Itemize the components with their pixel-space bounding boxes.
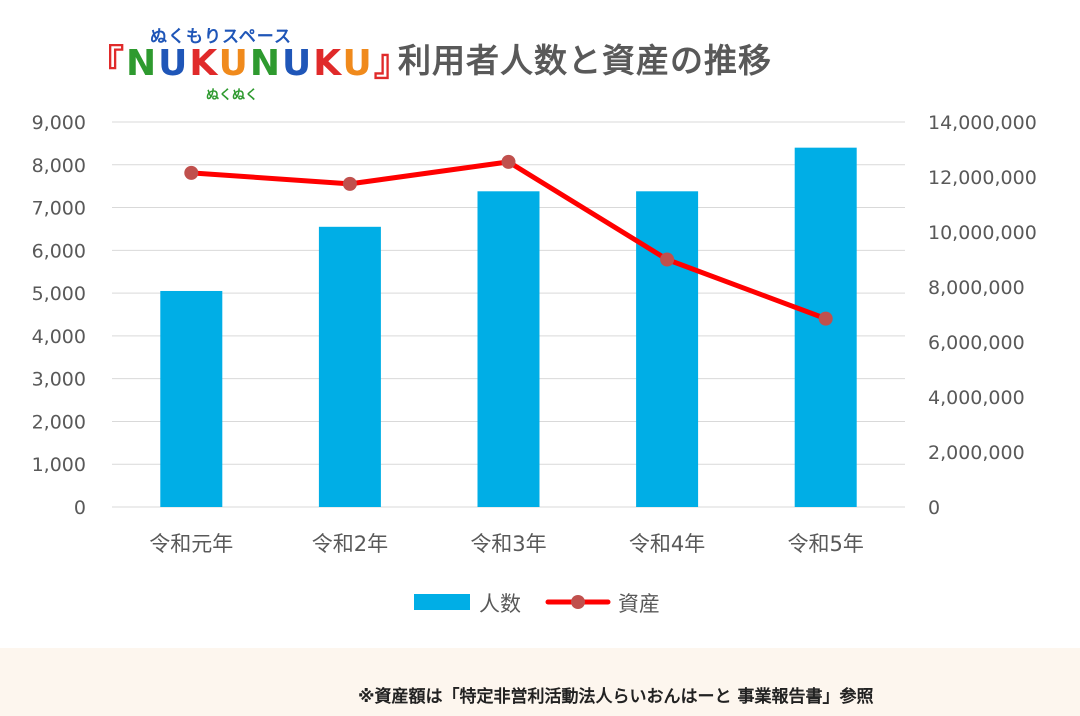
y-left-tick-label: 1,000: [32, 454, 86, 476]
logo-bracket-close: 』: [373, 43, 412, 84]
bar: [318, 226, 381, 508]
y-left-tick-label: 5,000: [32, 283, 86, 305]
y-left-tick-label: 4,000: [32, 326, 86, 348]
legend-marker: [571, 595, 585, 609]
logo: ぬくもりスペース 『NUKUNUKU』 ぬくぬく: [88, 22, 410, 104]
logo-top-text: ぬくもりスペース: [150, 27, 292, 47]
y-right-tick-label: 14,000,000: [928, 112, 1037, 134]
logo-letter: N: [126, 43, 159, 84]
y-right-tick-label: 8,000,000: [928, 277, 1025, 299]
data-point: [818, 311, 833, 326]
y-left-tick-label: 7,000: [32, 198, 86, 220]
y-left-tick-label: 3,000: [32, 369, 86, 391]
logo-letter: K: [189, 43, 219, 84]
y-right-tick-label: 2,000,000: [928, 442, 1025, 464]
logo-letter: N: [249, 43, 283, 84]
x-tick-label: 令和4年: [629, 532, 705, 556]
bar: [477, 191, 540, 508]
y-left-tick-label: 6,000: [32, 240, 86, 262]
data-point: [660, 252, 675, 267]
x-tick-label: 令和元年: [149, 532, 233, 556]
x-tick-label: 令和3年: [470, 532, 546, 556]
y-left-tick-label: 8,000: [32, 155, 86, 177]
footnote: ※資産額は「特定非営利活動法人らいおんはーと 事業報告書」参照: [358, 687, 874, 707]
y-right-tick-label: 4,000,000: [928, 387, 1025, 409]
data-point: [184, 165, 199, 180]
y-right-tick-label: 6,000,000: [928, 332, 1025, 354]
chart-title: 利用者人数と資産の推移: [398, 41, 772, 80]
bar: [160, 290, 223, 507]
y-right-tick-label: 10,000,000: [928, 222, 1037, 244]
logo-wordmark: 『NUKUNUKU』: [88, 44, 412, 84]
combo-chart: 0 1,000 2,000 3,000 4,000 5,000 6,000 7,000 8,00…: [32, 112, 1037, 616]
logo-sub-text: ぬくぬく: [206, 88, 259, 103]
data-point: [342, 176, 357, 191]
logo-letter: U: [342, 43, 374, 84]
y-left-tick-label: 2,000: [32, 411, 86, 433]
logo-bracket-open: 『: [88, 43, 127, 84]
logo-letter: K: [313, 43, 343, 84]
logo-letter: U: [282, 43, 314, 84]
legend-label: 資産: [618, 592, 660, 616]
y-left-tick-label: 0: [74, 497, 86, 519]
logo-letter: U: [218, 43, 250, 84]
y-right-tick-label: 12,000,000: [928, 167, 1037, 189]
legend-swatch-bar: [414, 594, 470, 610]
y-right-tick-label: 0: [928, 497, 940, 519]
legend-label: 人数: [479, 592, 521, 616]
x-tick-label: 令和5年: [788, 532, 864, 556]
data-point: [501, 154, 516, 169]
logo-letter: U: [158, 43, 190, 84]
x-tick-label: 令和2年: [312, 532, 388, 556]
bar: [794, 147, 857, 507]
y-left-tick-label: 9,000: [32, 112, 86, 134]
bar: [636, 191, 699, 508]
